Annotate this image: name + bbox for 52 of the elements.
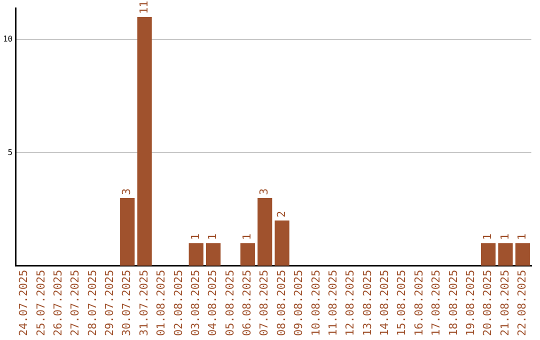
x-tick-label: 06.08.2025 xyxy=(240,270,254,336)
x-tick-label: 25.07.2025 xyxy=(34,270,48,336)
x-tick-label: 14.08.2025 xyxy=(378,270,392,336)
bar xyxy=(258,198,272,266)
bar xyxy=(120,198,135,266)
bar xyxy=(137,17,152,266)
bar xyxy=(240,243,255,266)
x-tick-label: 19.08.2025 xyxy=(464,270,477,336)
x-tick-label: 30.07.2025 xyxy=(120,270,134,336)
y-tick-label: 10 xyxy=(2,34,13,44)
x-tick-label: 09.08.2025 xyxy=(292,270,306,336)
data-label: 1 xyxy=(498,234,512,240)
data-label: 1 xyxy=(516,234,529,240)
x-tick-label: 29.07.2025 xyxy=(103,270,116,336)
data-label: 11 xyxy=(137,0,150,14)
data-label: 3 xyxy=(258,188,271,195)
x-tick-label: 26.07.2025 xyxy=(51,270,64,336)
x-tick-label: 10.08.2025 xyxy=(309,270,322,336)
x-tick-label: 18.08.2025 xyxy=(446,270,460,336)
y-tick-label: 5 xyxy=(8,148,13,157)
x-tick-label: 15.08.2025 xyxy=(395,270,408,336)
x-tick-label: 31.07.2025 xyxy=(137,270,150,336)
data-label: 3 xyxy=(120,188,134,195)
x-tick-label: 02.08.2025 xyxy=(172,270,185,336)
bar xyxy=(498,243,513,266)
bar xyxy=(515,243,530,266)
x-tick-label: 08.08.2025 xyxy=(274,270,288,336)
bar xyxy=(206,243,221,266)
x-tick-label: 01.08.2025 xyxy=(154,270,168,336)
x-tick-label: 28.07.2025 xyxy=(86,270,99,336)
data-label: 1 xyxy=(240,234,254,240)
bar xyxy=(188,243,204,266)
x-tick-label: 24.07.2025 xyxy=(17,270,30,336)
x-tick-label: 05.08.2025 xyxy=(223,270,236,336)
x-tick-label: 07.08.2025 xyxy=(258,270,271,336)
x-tick-label: 11.08.2025 xyxy=(326,270,340,336)
x-tick-label: 20.08.2025 xyxy=(481,270,494,336)
bar xyxy=(274,220,290,266)
data-label: 1 xyxy=(188,234,202,240)
x-tick-label: 13.08.2025 xyxy=(360,270,374,336)
x-tick-label: 04.08.2025 xyxy=(206,270,220,336)
x-tick-label: 16.08.2025 xyxy=(412,270,426,336)
x-tick-label: 21.08.2025 xyxy=(498,270,512,336)
data-label: 1 xyxy=(481,234,494,240)
data-label: 1 xyxy=(206,234,220,240)
x-tick-label: 12.08.2025 xyxy=(344,270,357,336)
x-tick-label: 22.08.2025 xyxy=(516,270,529,336)
x-tick-label: 17.08.2025 xyxy=(430,270,443,336)
x-tick-label: 03.08.2025 xyxy=(188,270,202,336)
data-label: 2 xyxy=(274,210,288,218)
bar xyxy=(480,243,496,266)
x-tick-label: 27.07.2025 xyxy=(68,270,82,336)
